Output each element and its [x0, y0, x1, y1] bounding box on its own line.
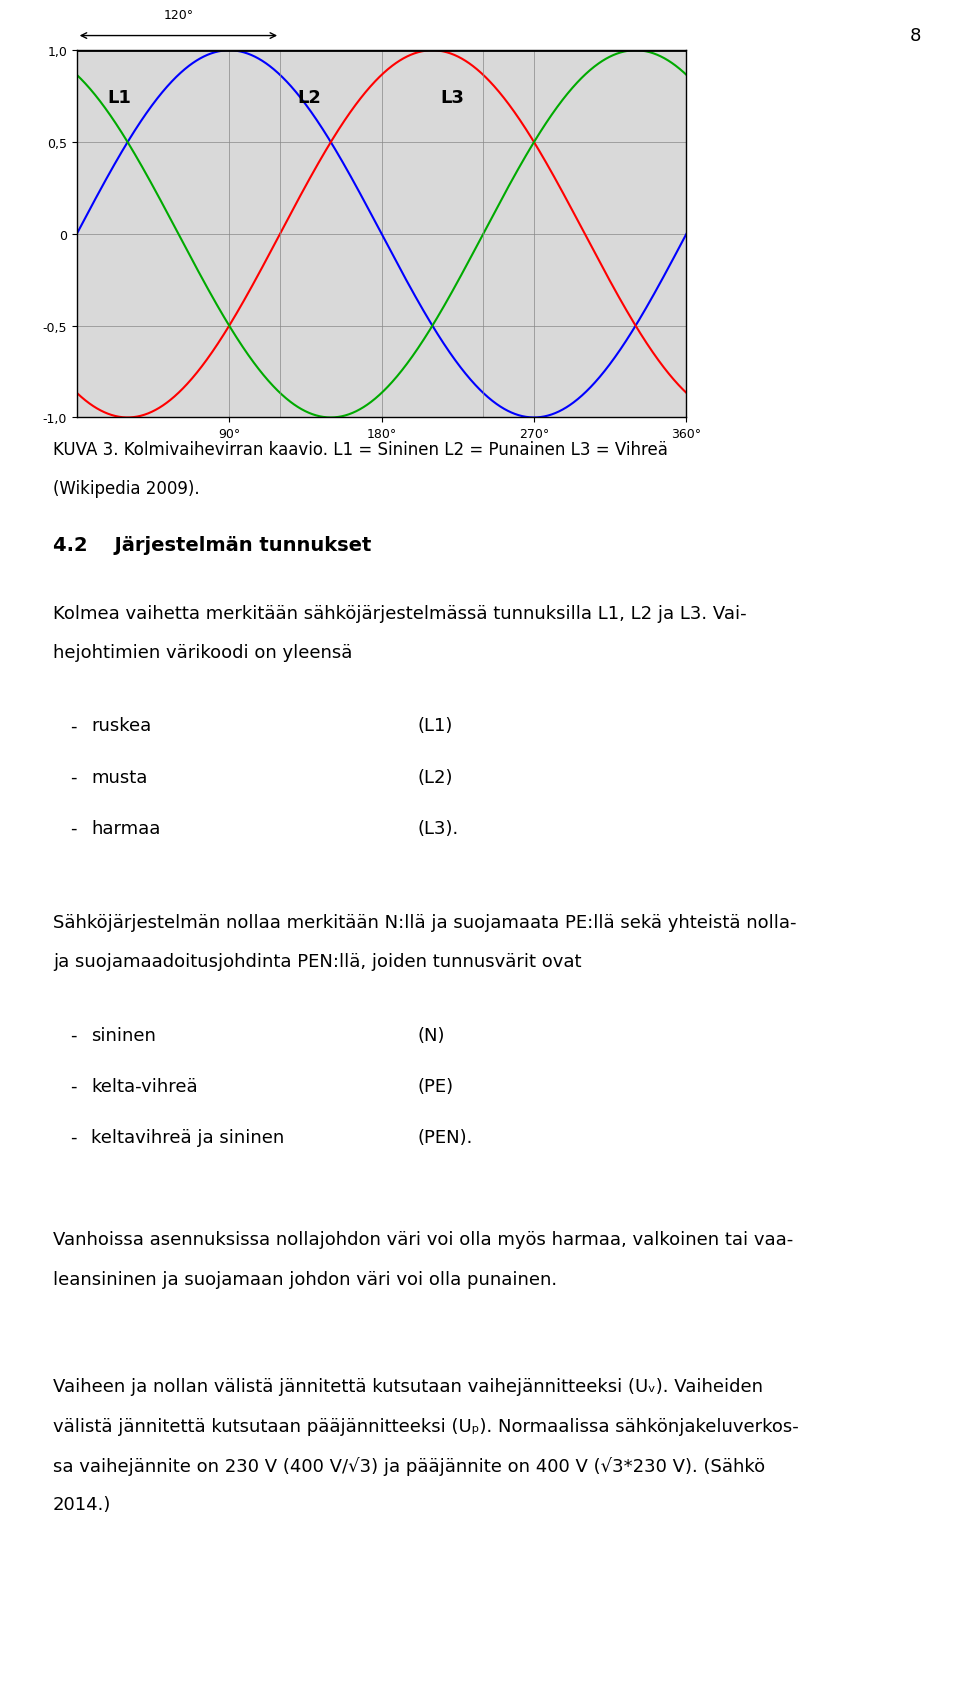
Text: -: -: [70, 768, 77, 787]
Text: (N): (N): [418, 1026, 445, 1045]
Text: (L3).: (L3).: [418, 819, 459, 838]
Text: sa vaihejännite on 230 V (400 V/√3) ja pääjännite on 400 V (√3*230 V). (Sähkö: sa vaihejännite on 230 V (400 V/√3) ja p…: [53, 1456, 765, 1475]
Text: -: -: [70, 1128, 77, 1147]
Text: välistä jännitettä kutsutaan pääjännitteeksi (Uₚ). Normaalissa sähkönjakeluverko: välistä jännitettä kutsutaan pääjännitte…: [53, 1417, 799, 1436]
Text: L2: L2: [297, 89, 321, 106]
Text: leansininen ja suojamaan johdon väri voi olla punainen.: leansininen ja suojamaan johdon väri voi…: [53, 1270, 557, 1289]
Text: musta: musta: [91, 768, 148, 787]
Text: Vaiheen ja nollan välistä jännitettä kutsutaan vaihejännitteeksi (Uᵥ). Vaiheiden: Vaiheen ja nollan välistä jännitettä kut…: [53, 1378, 763, 1396]
Text: hejohtimien värikoodi on yleensä: hejohtimien värikoodi on yleensä: [53, 644, 352, 662]
Text: Kolmea vaihetta merkitään sähköjärjestelmässä tunnuksilla L1, L2 ja L3. Vai-: Kolmea vaihetta merkitään sähköjärjestel…: [53, 604, 747, 623]
Text: -: -: [70, 1077, 77, 1096]
Text: L1: L1: [108, 89, 132, 106]
Text: 8: 8: [910, 27, 922, 46]
Text: Vanhoissa asennuksissa nollajohdon väri voi olla myös harmaa, valkoinen tai vaa-: Vanhoissa asennuksissa nollajohdon väri …: [53, 1231, 793, 1250]
Text: (L2): (L2): [418, 768, 453, 787]
Text: -: -: [70, 717, 77, 736]
Text: (PE): (PE): [418, 1077, 454, 1096]
Text: -: -: [70, 1026, 77, 1045]
Text: 4.2    Järjestelmän tunnukset: 4.2 Järjestelmän tunnukset: [53, 536, 372, 555]
Text: Sähköjärjestelmän nollaa merkitään N:llä ja suojamaata PE:llä sekä yhteistä noll: Sähköjärjestelmän nollaa merkitään N:llä…: [53, 913, 796, 932]
Text: -: -: [70, 819, 77, 838]
Text: ruskea: ruskea: [91, 717, 152, 736]
Text: 2014.): 2014.): [53, 1495, 111, 1514]
Text: 120°: 120°: [163, 9, 194, 22]
Text: L3: L3: [441, 89, 465, 106]
Text: ja suojamaadoitusjohdinta PEN:llä, joiden tunnusvärit ovat: ja suojamaadoitusjohdinta PEN:llä, joide…: [53, 953, 582, 971]
Text: keltavihreä ja sininen: keltavihreä ja sininen: [91, 1128, 284, 1147]
Text: kelta-vihreä: kelta-vihreä: [91, 1077, 198, 1096]
Text: sininen: sininen: [91, 1026, 156, 1045]
Text: (Wikipedia 2009).: (Wikipedia 2009).: [53, 480, 200, 498]
Text: (L1): (L1): [418, 717, 453, 736]
Text: harmaa: harmaa: [91, 819, 160, 838]
Text: KUVA 3. Kolmivaihevirran kaavio. L1 = Sininen L2 = Punainen L3 = Vihreä: KUVA 3. Kolmivaihevirran kaavio. L1 = Si…: [53, 440, 667, 459]
Text: (PEN).: (PEN).: [418, 1128, 473, 1147]
